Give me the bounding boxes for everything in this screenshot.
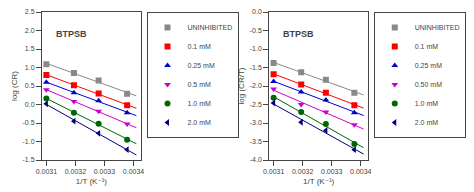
svg-text:-1.0: -1.0 xyxy=(250,45,262,52)
svg-text:0.25 mM: 0.25 mM xyxy=(415,62,442,69)
svg-text:-4.0: -4.0 xyxy=(250,156,262,163)
svg-text:log (CR/T): log (CR/T) xyxy=(237,67,246,104)
svg-text:0.0031: 0.0031 xyxy=(263,168,285,175)
svg-text:UNINHIBITED: UNINHIBITED xyxy=(415,24,460,31)
svg-text:2.0 mM: 2.0 mM xyxy=(415,119,439,126)
svg-text:-1.0: -1.0 xyxy=(23,138,35,145)
svg-text:-1.5: -1.5 xyxy=(250,64,262,71)
svg-text:0.0033: 0.0033 xyxy=(321,168,343,175)
svg-text:2.0: 2.0 xyxy=(25,27,35,34)
svg-text:1.0 mM: 1.0 mM xyxy=(188,100,212,107)
svg-text:0.1 mM: 0.1 mM xyxy=(415,43,439,50)
svg-text:1/T (K⁻¹): 1/T (K⁻¹) xyxy=(76,177,108,186)
svg-text:2.0 mM: 2.0 mM xyxy=(188,119,212,126)
svg-text:-3.0: -3.0 xyxy=(250,119,262,126)
svg-text:log (CR): log (CR) xyxy=(10,71,19,101)
svg-text:0.0032: 0.0032 xyxy=(292,168,314,175)
svg-text:0.0034: 0.0034 xyxy=(123,168,145,175)
svg-text:-0.5: -0.5 xyxy=(23,119,35,126)
svg-text:1/T (K⁻¹): 1/T (K⁻¹) xyxy=(303,177,335,186)
svg-text:0.25 mM: 0.25 mM xyxy=(188,62,215,69)
svg-text:0.1 mM: 0.1 mM xyxy=(188,43,212,50)
svg-text:UNINHIBITED: UNINHIBITED xyxy=(188,24,233,31)
svg-text:0.0: 0.0 xyxy=(25,101,35,108)
svg-text:BTPSB: BTPSB xyxy=(283,29,314,39)
svg-text:0.0031: 0.0031 xyxy=(36,168,58,175)
svg-text:-0.5: -0.5 xyxy=(250,27,262,34)
svg-text:0.0: 0.0 xyxy=(252,8,262,15)
svg-text:-2.5: -2.5 xyxy=(250,101,262,108)
svg-text:-3.5: -3.5 xyxy=(250,138,262,145)
svg-text:0.50 mM: 0.50 mM xyxy=(415,81,442,88)
svg-text:-2.0: -2.0 xyxy=(250,82,262,89)
svg-text:1.0 mM: 1.0 mM xyxy=(415,100,439,107)
svg-text:1.5: 1.5 xyxy=(25,45,35,52)
svg-text:0.0032: 0.0032 xyxy=(65,168,87,175)
svg-text:BTPSB: BTPSB xyxy=(56,29,87,39)
svg-text:0.5: 0.5 xyxy=(25,82,35,89)
svg-text:-1.5: -1.5 xyxy=(23,156,35,163)
svg-text:0.5 mM: 0.5 mM xyxy=(188,81,212,88)
svg-text:0.0033: 0.0033 xyxy=(94,168,116,175)
svg-text:2.5: 2.5 xyxy=(25,8,35,15)
svg-text:1.0: 1.0 xyxy=(25,64,35,71)
svg-text:0.0034: 0.0034 xyxy=(350,168,372,175)
